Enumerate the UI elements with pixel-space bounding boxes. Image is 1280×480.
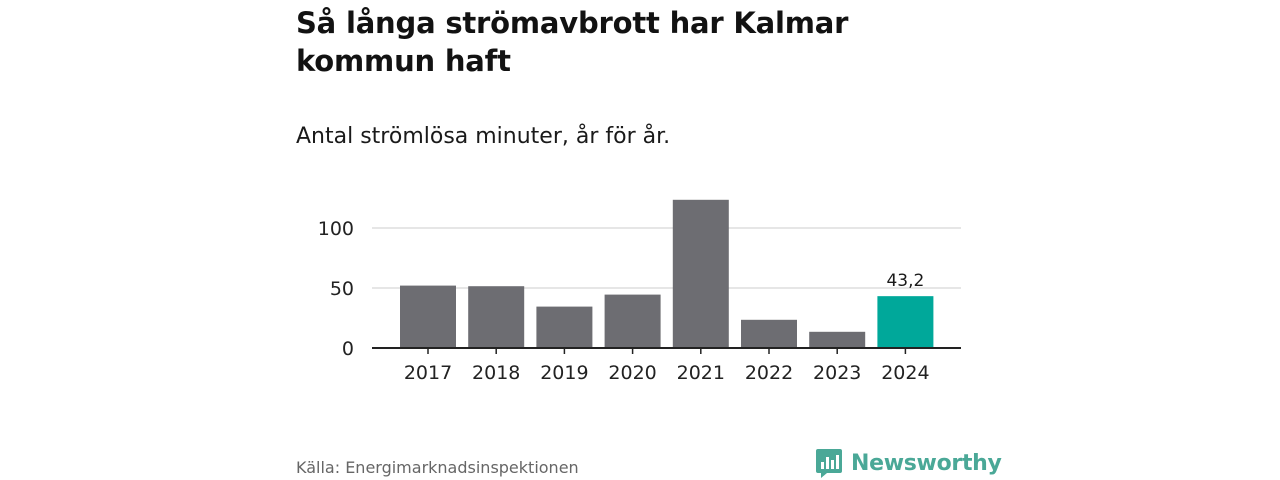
y-tick-label: 0 [342, 338, 354, 360]
bar [536, 306, 593, 348]
y-tick-label: 50 [330, 278, 354, 300]
bar [604, 294, 661, 348]
data-label: 43,2 [886, 271, 924, 291]
bar [468, 286, 525, 348]
x-tick-label: 2018 [472, 362, 520, 384]
chart-subtitle: Antal strömlösa minuter, år för år. [296, 124, 671, 149]
y-tick-label: 100 [318, 218, 354, 240]
x-tick-label: 2024 [881, 362, 929, 384]
bar [741, 319, 797, 348]
bar [877, 296, 934, 348]
x-tick-label: 2022 [745, 362, 793, 384]
bar-chart-svg: 0 50 100 2017 2018 2019 2020 2021 2022 2023 2024 43… [318, 199, 961, 384]
x-tick-label: 2020 [608, 362, 656, 384]
bar [400, 285, 456, 348]
x-tick-label: 2019 [540, 362, 588, 384]
newsworthy-logo-icon [815, 447, 843, 479]
x-tick-label: 2017 [404, 362, 452, 384]
bar-chart: 0 50 100 2017 2018 2019 2020 2021 2022 2023 2024 43… [296, 180, 966, 395]
brand-logo: Newsworthy [815, 446, 1002, 480]
brand-name: Newsworthy [851, 450, 1002, 476]
source-note: Källa: Energimarknadsinspektionen [296, 458, 579, 477]
x-tick-label: 2021 [677, 362, 725, 384]
bar [672, 199, 729, 348]
x-tick-label: 2023 [813, 362, 861, 384]
chart-title: Så långa strömavbrott har Kalmar kommun … [296, 6, 849, 78]
bar [809, 331, 866, 348]
